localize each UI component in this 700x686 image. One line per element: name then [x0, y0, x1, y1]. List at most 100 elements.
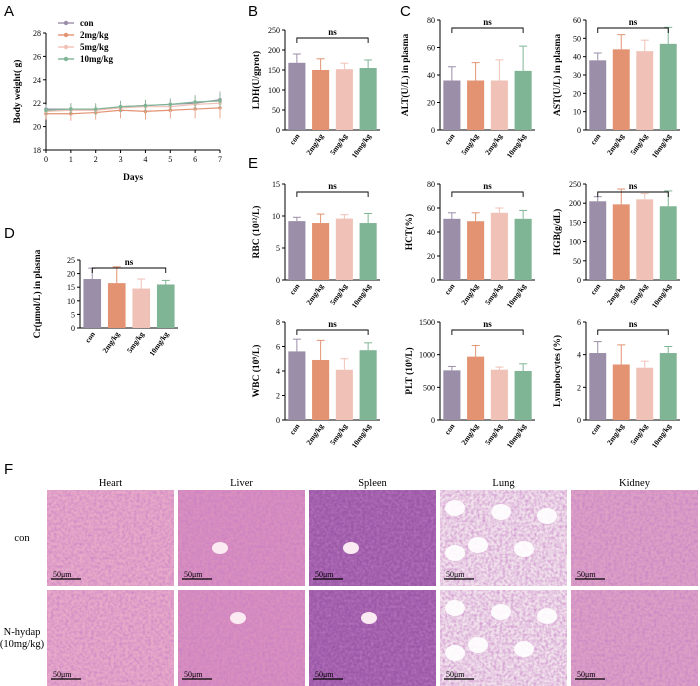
- category-label: con: [443, 131, 457, 146]
- bar-3: [514, 218, 532, 280]
- series-line-1: [46, 107, 221, 115]
- tissue-title-liver: Liver: [230, 478, 253, 489]
- sig-label: ns: [629, 17, 638, 27]
- bar-3: [514, 371, 532, 420]
- panel-letter-b: B: [248, 3, 258, 20]
- data-point: [44, 108, 48, 113]
- category-label: 10mg/kg: [650, 282, 673, 310]
- chart-c2: 0 10 20 30 40 50 60 AST(U/L) in plasma con 2mg/kg…: [552, 16, 680, 160]
- sig-label: ns: [629, 319, 638, 329]
- y-axis-label: Cr(μmol/L) in plasma: [32, 249, 43, 338]
- sig-bracket: [451, 27, 524, 33]
- sig-label: ns: [483, 17, 492, 27]
- y-tick-label: 2: [577, 383, 581, 392]
- bar-3: [659, 206, 677, 280]
- alveolus: [445, 600, 465, 616]
- x-tick-label: 0: [44, 155, 48, 164]
- y-tick-label: 0: [276, 276, 280, 285]
- y-axis-label: Lymphocytes (%): [552, 335, 563, 407]
- y-tick-label: 10: [67, 297, 75, 306]
- y-tick-label: 10: [573, 108, 581, 117]
- tissue-title-kidney: Kidney: [619, 478, 651, 489]
- scale-bar-label: 50μm: [53, 570, 72, 579]
- bar-1: [612, 49, 630, 131]
- bar-1: [107, 283, 126, 328]
- micrograph-texture: [47, 490, 174, 586]
- tissue-title-spleen: Spleen: [358, 478, 387, 489]
- y-tick-label: 150: [268, 66, 280, 75]
- scale-bar-label: 50μm: [577, 670, 596, 679]
- panel-letter-a: A: [4, 3, 14, 20]
- bar-0: [443, 370, 461, 420]
- alveolus: [468, 637, 488, 653]
- chart-e1: 0 5 10 15 RBC (10¹²/L) con 2mg/kg 5mg/kg 10mg/kg…: [251, 180, 380, 310]
- series-line-3: [45, 100, 221, 111]
- row-label-treatment: (10mg/kg): [0, 639, 45, 650]
- data-point: [118, 104, 123, 109]
- y-tick-label: 250: [268, 26, 280, 35]
- bar-2: [335, 369, 353, 420]
- bar-1: [312, 70, 330, 130]
- y-tick-label: 500: [423, 383, 435, 392]
- category-label: 2mg/kg: [304, 132, 325, 157]
- y-tick-label: 200: [569, 199, 581, 208]
- y-tick-label: 26: [33, 52, 41, 61]
- bar-2: [490, 369, 508, 420]
- x-tick-label: 6: [193, 155, 197, 164]
- bar-3: [359, 223, 377, 280]
- y-tick-label: 100: [569, 238, 581, 247]
- bar-0: [288, 351, 306, 420]
- y-tick-label: 2: [276, 392, 280, 401]
- y-tick-label: 50: [573, 257, 581, 266]
- y-tick-label: 0: [577, 276, 581, 285]
- y-tick-label: 40: [427, 71, 435, 80]
- y-tick-label: 0: [431, 416, 435, 425]
- row-label-con: con: [14, 533, 30, 544]
- data-point: [193, 100, 197, 104]
- vessel: [230, 612, 246, 624]
- category-label: 5mg/kg: [483, 422, 504, 447]
- y-tick-label: 20: [67, 270, 75, 279]
- y-tick-label: 20: [573, 89, 581, 98]
- sig-bracket: [597, 27, 669, 33]
- y-tick-label: 0: [431, 126, 435, 135]
- sig-label: ns: [483, 319, 492, 329]
- bar-1: [467, 80, 485, 130]
- category-label: 5mg/kg: [459, 132, 480, 157]
- y-axis-label: LDH(U/gprot): [251, 51, 262, 109]
- y-axis-label: RBC (10¹²/L): [251, 206, 262, 259]
- alveolus: [514, 641, 534, 657]
- y-tick-label: 15: [67, 283, 75, 292]
- sig-bracket: [296, 37, 369, 43]
- sig-label: ns: [328, 181, 337, 191]
- chart-e4: 0 2 4 6 8 WBC (10⁹/L) con 2mg/kg 5mg/kg 10mg/kg ns: [251, 318, 380, 450]
- scale-bar-label: 50μm: [315, 670, 334, 679]
- scale-bar-label: 50μm: [184, 670, 203, 679]
- legend-label: con: [80, 18, 94, 28]
- vessel: [361, 612, 377, 624]
- sig-label: ns: [483, 181, 492, 191]
- y-tick-label: 50: [573, 34, 581, 43]
- y-tick-label: 22: [33, 99, 41, 108]
- scale-bar-label: 50μm: [446, 670, 465, 679]
- y-tick-label: 4: [577, 351, 581, 360]
- tissue-title-lung: Lung: [492, 478, 515, 489]
- category-label: 10mg/kg: [650, 422, 673, 450]
- sig-label: ns: [328, 319, 337, 329]
- sig-label: ns: [328, 27, 337, 37]
- alveolus: [445, 645, 465, 661]
- bar-2: [636, 367, 654, 420]
- bar-0: [288, 221, 306, 280]
- panel-letter-d: D: [4, 225, 15, 242]
- y-tick-label: 40: [427, 228, 435, 237]
- x-tick-label: 7: [218, 155, 222, 164]
- chart-e5: 0 500 1000 1500 PLT (10⁹/L) con 2mg/kg 5mg/kg 10…: [404, 318, 535, 450]
- y-tick-label: 1000: [419, 351, 435, 360]
- row-label-treatment: N-hydap: [4, 627, 41, 638]
- legend-marker: [63, 44, 69, 50]
- alveolus: [514, 541, 534, 557]
- sig-bracket: [91, 267, 167, 273]
- panel-letter-c: C: [400, 3, 411, 20]
- category-label: 10mg/kg: [505, 422, 528, 450]
